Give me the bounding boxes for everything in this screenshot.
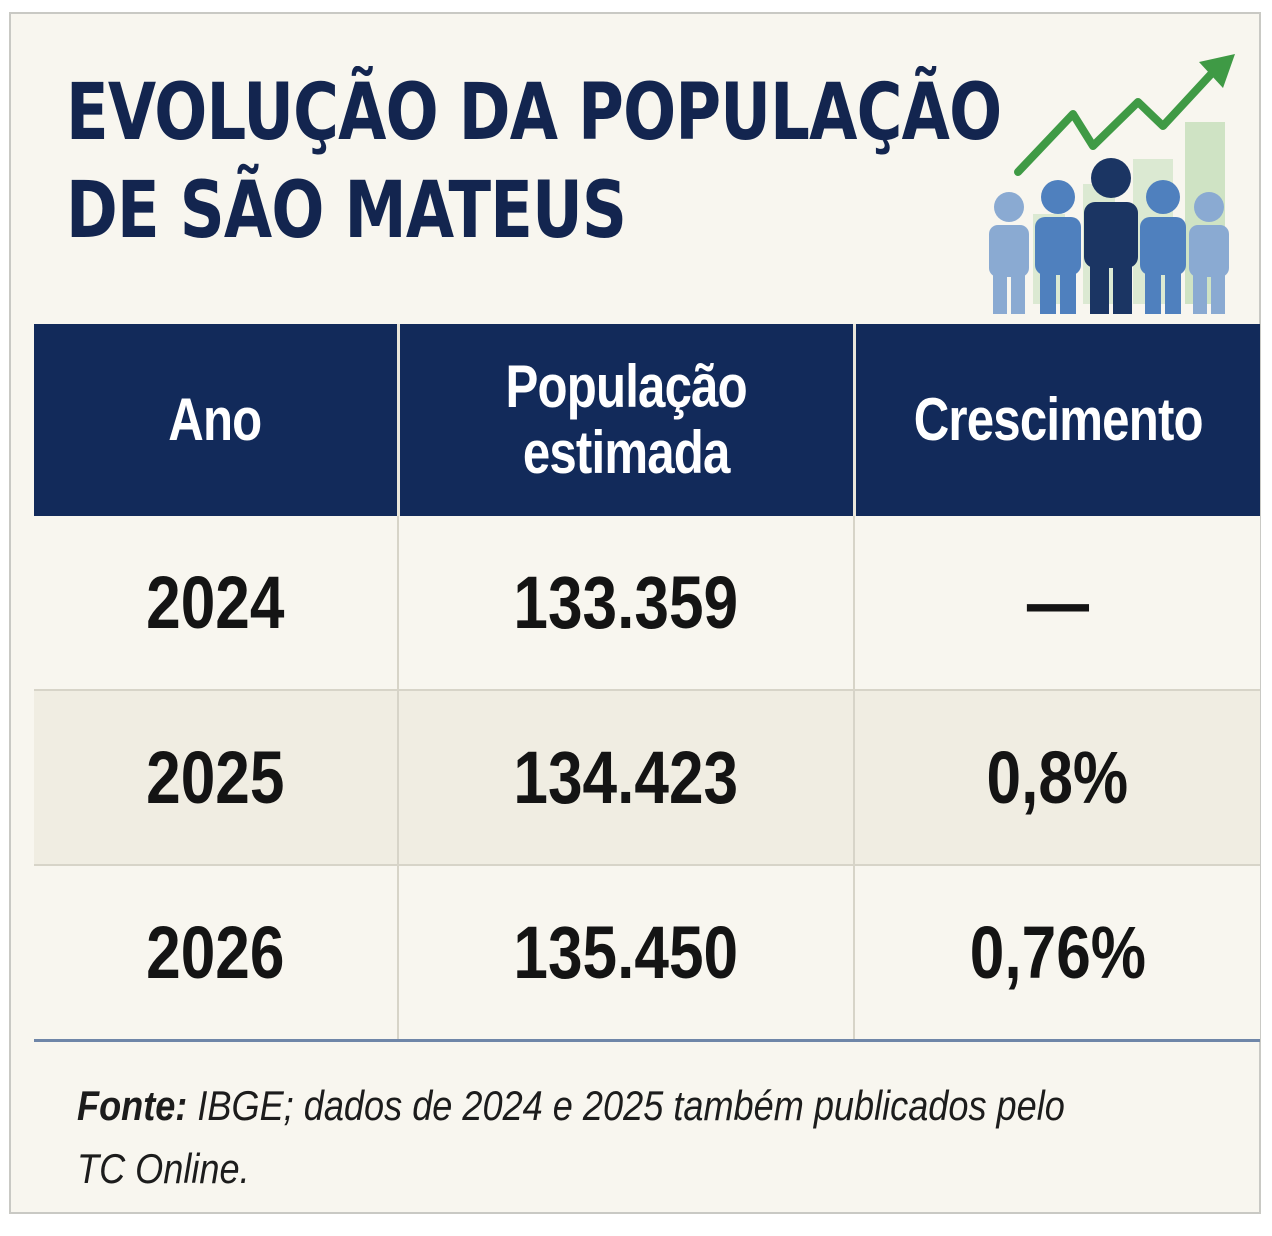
source-text: IBGE; dados de 2024 e 2025 também public…: [77, 1082, 1065, 1192]
title-line-1: EVOLUÇÃO DA POPULAÇÃO: [66, 68, 1002, 158]
header-crescimento-label: Crescimento: [913, 386, 1203, 453]
infographic-card: EVOLUÇÃO DA POPULAÇÃO DE SÃO MATEUS: [9, 12, 1261, 1214]
cell-ano-value: 2025: [146, 736, 285, 819]
population-growth-icon: [973, 54, 1253, 324]
source-note: Fonte: IBGE; dados de 2024 e 2025 também…: [77, 1074, 1177, 1200]
cell-populacao-value: 133.359: [513, 561, 739, 644]
table-header-row: Ano População estimada Crescimento: [34, 324, 1260, 516]
table-row: 2026 135.450 0,76%: [34, 865, 1260, 1042]
page-title: EVOLUÇÃO DA POPULAÇÃO DE SÃO MATEUS: [66, 64, 1002, 260]
header-populacao: População estimada: [398, 324, 856, 516]
cell-ano-value: 2024: [146, 561, 285, 644]
cell-ano: 2025: [34, 690, 399, 866]
header-crescimento: Crescimento: [854, 324, 1260, 516]
cell-populacao-value: 135.450: [513, 911, 739, 994]
cell-populacao: 133.359: [398, 516, 855, 691]
title-line-2: DE SÃO MATEUS: [66, 166, 627, 256]
table-row: 2024 133.359 —: [34, 516, 1260, 691]
cell-crescimento: 0,8%: [854, 690, 1260, 866]
cell-populacao: 134.423: [398, 690, 855, 866]
header-ano-label: Ano: [168, 386, 263, 453]
cell-crescimento-value: 0,76%: [969, 911, 1146, 994]
table-row: 2025 134.423 0,8%: [34, 690, 1260, 866]
population-table: Ano População estimada Crescimento 20: [34, 324, 1260, 1046]
header-populacao-line2: estimada: [522, 419, 731, 486]
header-ano: Ano: [34, 324, 400, 516]
cell-ano: 2026: [34, 865, 399, 1042]
cell-crescimento-value: —: [1026, 561, 1089, 644]
header-populacao-line1: População: [505, 353, 747, 420]
cell-populacao: 135.450: [398, 865, 855, 1042]
cell-populacao-value: 134.423: [513, 736, 739, 819]
cell-crescimento: —: [854, 516, 1260, 691]
cell-crescimento-value: 0,8%: [986, 736, 1129, 819]
source-label: Fonte:: [77, 1082, 188, 1129]
cell-crescimento: 0,76%: [854, 865, 1260, 1042]
cell-ano-value: 2026: [146, 911, 285, 994]
header-populacao-label: População estimada: [505, 353, 747, 486]
cell-ano: 2024: [34, 516, 399, 691]
